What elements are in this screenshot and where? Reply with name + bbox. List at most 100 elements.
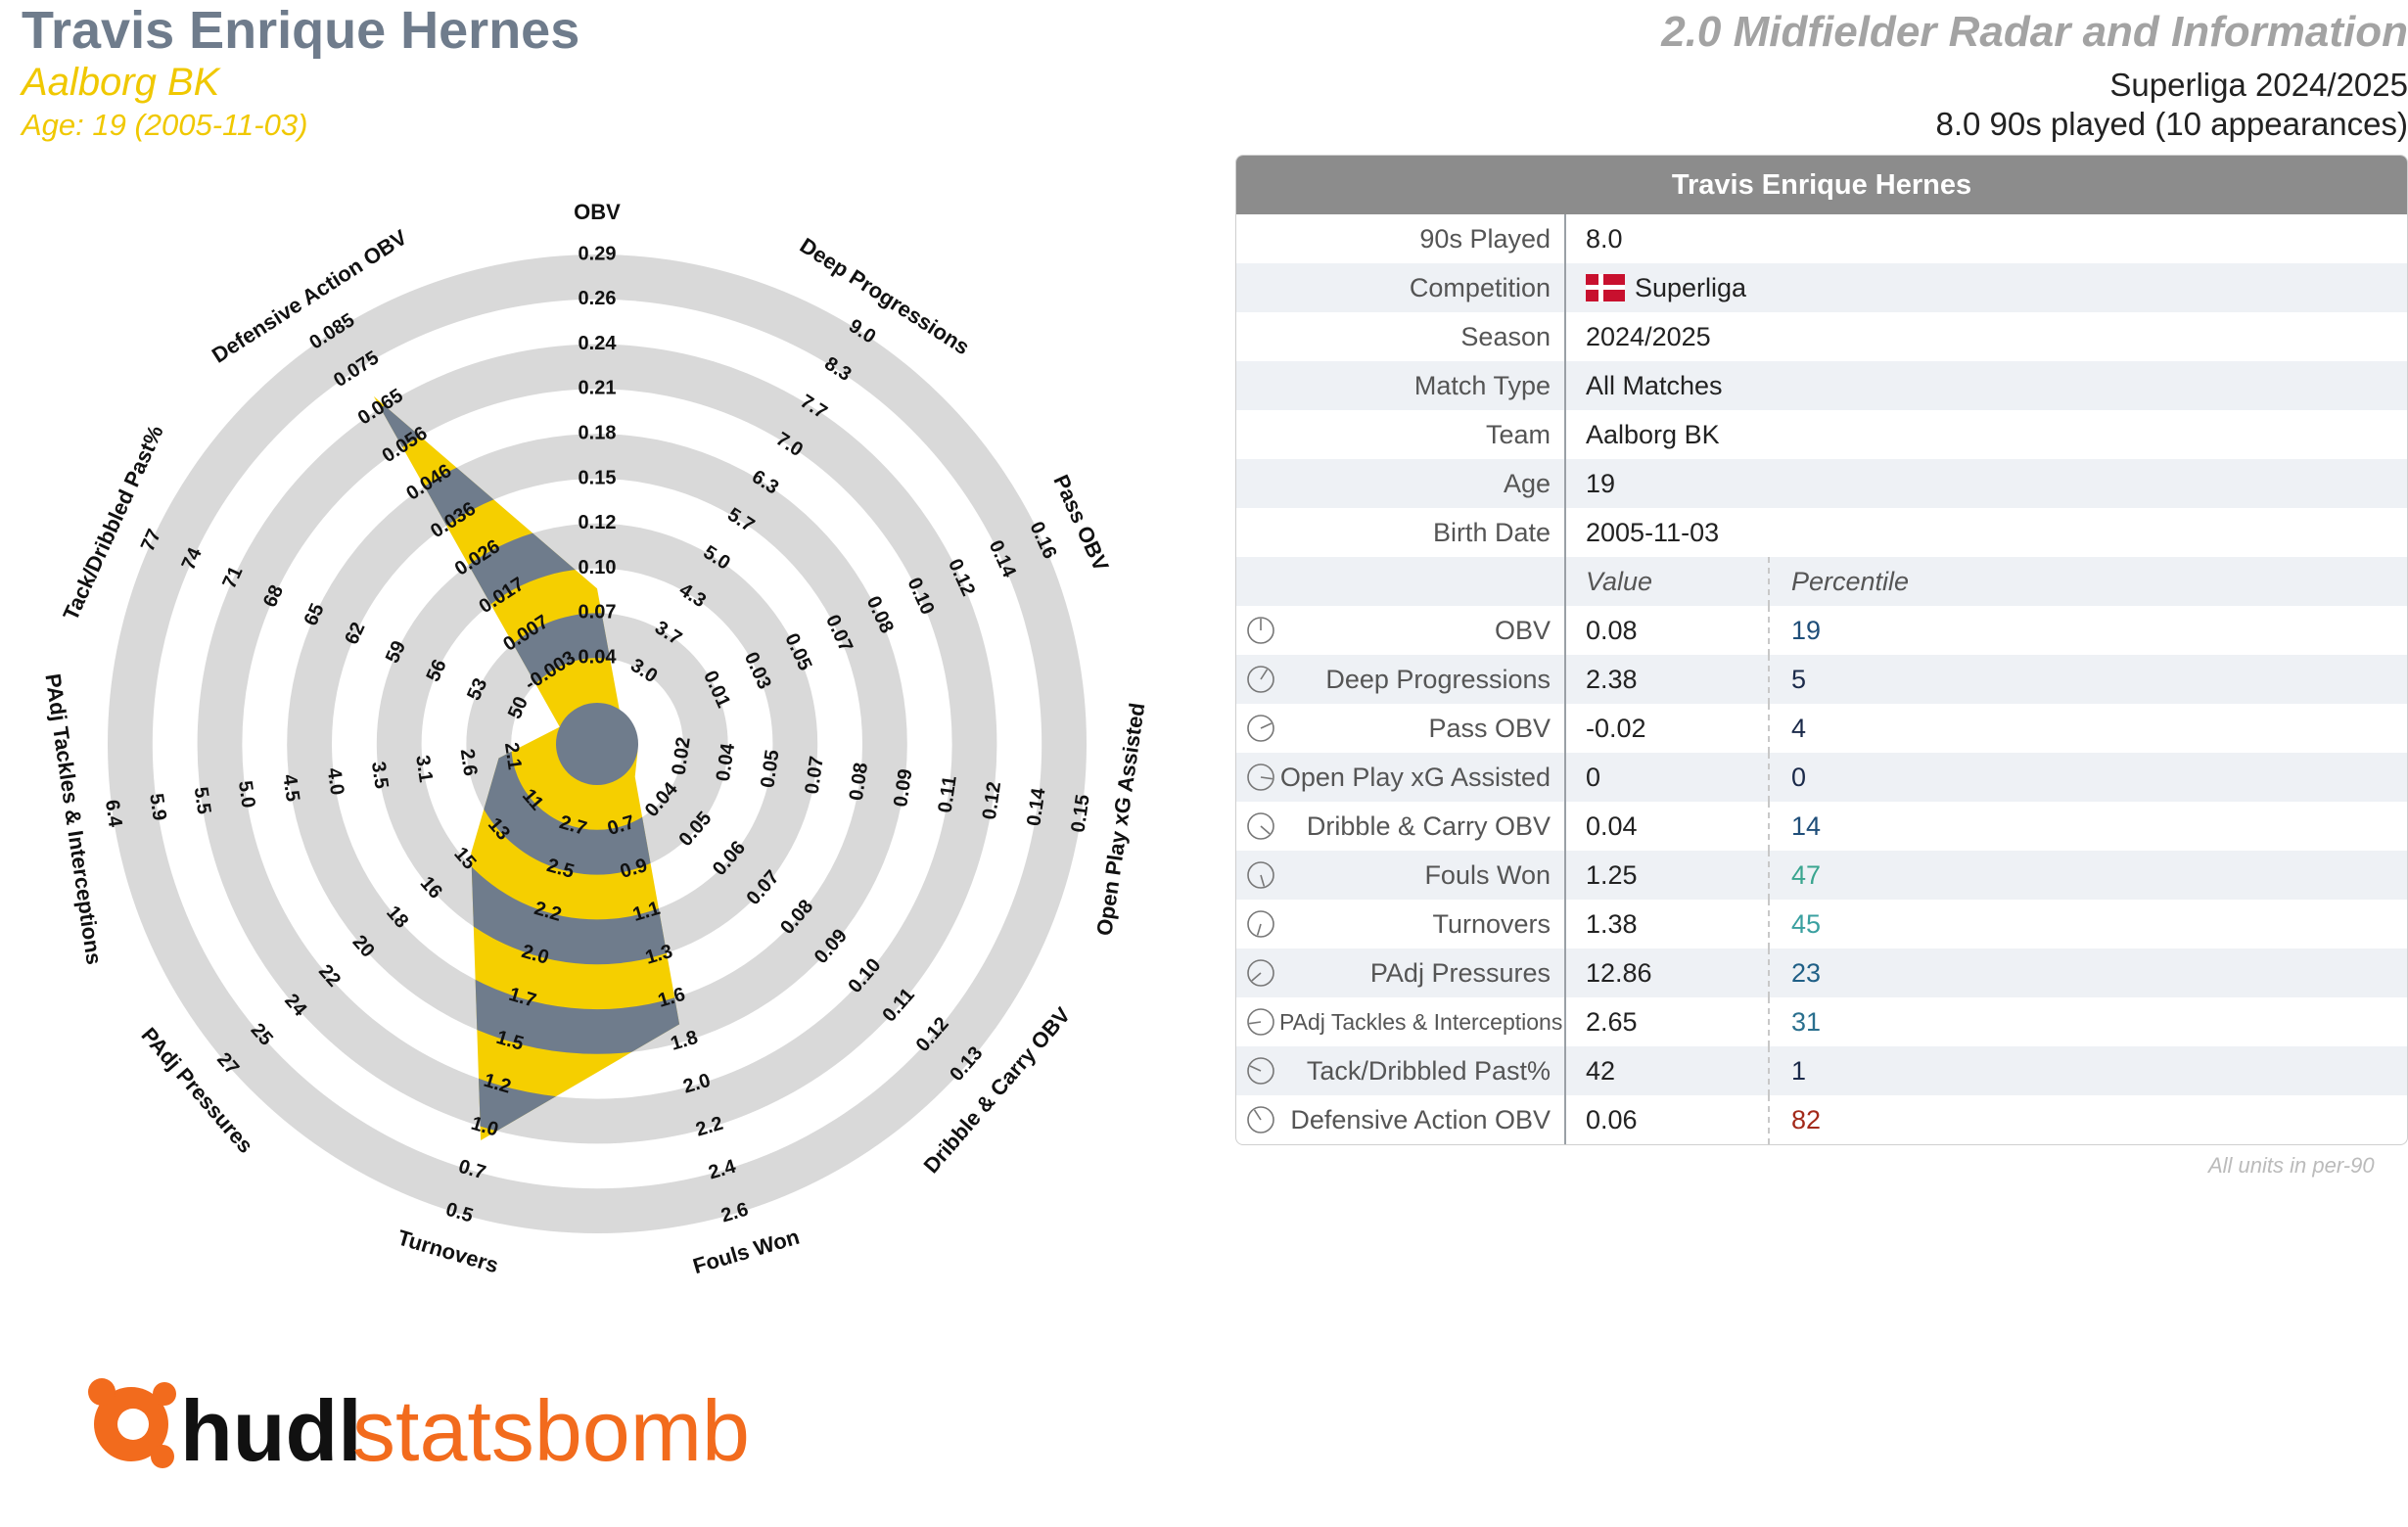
- metric-header-row: Value Percentile: [1236, 557, 2407, 606]
- radar-tick-label: 2.1: [500, 741, 526, 771]
- info-label: Age: [1503, 468, 1551, 498]
- metric-percentile: 45: [1768, 900, 2407, 949]
- radar-tick-label: 0.18: [579, 422, 617, 443]
- info-table: Travis Enrique Hernes 90s Played 8.0 Compe…: [1235, 155, 2408, 1145]
- metric-label: Pass OBV: [1428, 713, 1551, 743]
- radar-tick-label: 3.5: [367, 761, 393, 791]
- metric-gauge-icon: [1247, 1106, 1274, 1134]
- metric-percentile: 23: [1768, 949, 2407, 997]
- radar-tick-label: 0.26: [579, 288, 617, 309]
- metric-percentile: 0: [1768, 753, 2407, 802]
- radar-tick-label: 0.29: [579, 243, 617, 264]
- logo-text-hudl: hudl: [180, 1382, 362, 1479]
- info-label: Birth Date: [1432, 517, 1551, 547]
- radar-tick-label: 2.6: [456, 748, 482, 778]
- units-note: All units in per-90: [2208, 1153, 2375, 1178]
- radar-tick-label: 0.24: [579, 333, 618, 354]
- info-value-text: Aalborg BK: [1586, 419, 1720, 449]
- metric-percentile: 4: [1768, 704, 2407, 753]
- metric-gauge-icon: [1247, 764, 1274, 791]
- percentile-header: Percentile: [1768, 557, 2407, 606]
- radar-tick-label: 0.08: [846, 762, 872, 803]
- radar-tick-label: 0.15: [1067, 793, 1093, 834]
- radar-axis-label: Open Play xG Assisted: [1091, 701, 1149, 937]
- metric-gauge-icon: [1247, 617, 1274, 644]
- metric-gauge-icon: [1247, 910, 1274, 938]
- info-value: 2005-11-03: [1564, 508, 2407, 557]
- played-line: 8.0 90s played (10 appearances): [1935, 106, 2408, 142]
- metric-label: Defensive Action OBV: [1290, 1104, 1551, 1134]
- radar-tick-label: 6.4: [101, 799, 126, 830]
- info-value: 19: [1564, 459, 2407, 508]
- info-value-text: Superliga: [1635, 272, 1747, 302]
- info-value: Aalborg BK: [1564, 410, 2407, 459]
- radar-tick-label: 5.0: [234, 779, 259, 810]
- metric-value: 0.04: [1564, 802, 1768, 851]
- metric-label: Turnovers: [1432, 908, 1551, 939]
- info-row: Age 19: [1236, 459, 2407, 508]
- info-value-text: 2005-11-03: [1586, 517, 1720, 547]
- info-row: Birth Date 2005-11-03: [1236, 508, 2407, 557]
- metric-value: 12.86: [1564, 949, 1768, 997]
- radar-axis-label: OBV: [574, 200, 621, 224]
- metric-label: PAdj Pressures: [1369, 957, 1551, 988]
- radar-tick-label: 0.15: [579, 467, 617, 488]
- info-label: Season: [1460, 321, 1551, 351]
- metric-row: Deep Progressions 2.38 5: [1236, 655, 2407, 704]
- radar-tick-label: 0.05: [757, 749, 783, 790]
- radar-tick-label: 4.0: [323, 766, 348, 797]
- metric-value: 0.06: [1564, 1095, 1768, 1144]
- metric-value: -0.02: [1564, 704, 1768, 753]
- metric-label: PAdj Tackles & Interceptions: [1279, 1008, 1563, 1035]
- metric-label: Open Play xG Assisted: [1279, 762, 1551, 792]
- radar-tick-label: 0.04: [579, 646, 618, 668]
- logo-text-statsbomb: statsbomb: [352, 1382, 750, 1479]
- info-rows: 90s Played 8.0 Competition Superliga Season 2…: [1236, 214, 2407, 557]
- metric-value: 1.25: [1564, 851, 1768, 900]
- metric-value: 0: [1564, 753, 1768, 802]
- info-value: Superliga: [1564, 263, 2407, 312]
- metric-value: 42: [1564, 1046, 1768, 1095]
- radar-tick-label: 5.5: [190, 786, 215, 816]
- metric-percentile: 14: [1768, 802, 2407, 851]
- metric-label: Dribble & Carry OBV: [1306, 810, 1551, 841]
- metric-rows: OBV 0.08 19 Deep Progressions 2.38 5 Pass OBV -…: [1236, 606, 2407, 1144]
- hudl-statsbomb-logo: hudl statsbomb: [82, 1370, 787, 1493]
- metric-row: OBV 0.08 19: [1236, 606, 2407, 655]
- metric-value: 0.08: [1564, 606, 1768, 655]
- metric-row: Defensive Action OBV 0.06 82: [1236, 1095, 2407, 1144]
- league-season: Superliga 2024/2025: [2109, 67, 2408, 103]
- metric-row: Tack/Dribbled Past% 42 1: [1236, 1046, 2407, 1095]
- info-value-text: All Matches: [1586, 370, 1723, 400]
- info-label: Team: [1485, 419, 1551, 449]
- radar-tick-label: 0.10: [579, 557, 617, 578]
- metric-value: 2.38: [1564, 655, 1768, 704]
- info-row: Season 2024/2025: [1236, 312, 2407, 361]
- metric-value: 1.38: [1564, 900, 1768, 949]
- info-value: 2024/2025: [1564, 312, 2407, 361]
- radar-tick-label: 0.09: [890, 767, 916, 809]
- radar-axis-label: Pass OBV: [1048, 471, 1113, 575]
- metric-label: Tack/Dribbled Past%: [1306, 1055, 1551, 1086]
- metric-label: Deep Progressions: [1325, 664, 1551, 694]
- metric-gauge-icon: [1247, 1008, 1274, 1036]
- value-header: Value: [1564, 557, 1768, 606]
- radar-axis-label: PAdj Tackles & Interceptions: [40, 672, 107, 966]
- radar-tick-label: 0.11: [935, 774, 961, 814]
- metric-gauge-icon: [1247, 715, 1274, 742]
- metric-label: Fouls Won: [1424, 859, 1551, 890]
- metric-row: Fouls Won 1.25 47: [1236, 851, 2407, 900]
- info-value: All Matches: [1564, 361, 2407, 410]
- metric-percentile: 82: [1768, 1095, 2407, 1144]
- info-row: 90s Played 8.0: [1236, 214, 2407, 263]
- radar-center: [556, 703, 638, 785]
- radar-axis-label: Turnovers: [394, 1225, 501, 1277]
- age-line: Age: 19 (2005-11-03): [22, 108, 308, 142]
- metric-row: Open Play xG Assisted 0 0: [1236, 753, 2407, 802]
- radar-tick-label: 0.12: [979, 780, 1005, 821]
- metric-gauge-icon: [1247, 666, 1274, 693]
- info-value: 8.0: [1564, 214, 2407, 263]
- metric-label: OBV: [1494, 615, 1551, 645]
- info-label: Match Type: [1413, 370, 1551, 400]
- info-label: Competition: [1409, 272, 1551, 302]
